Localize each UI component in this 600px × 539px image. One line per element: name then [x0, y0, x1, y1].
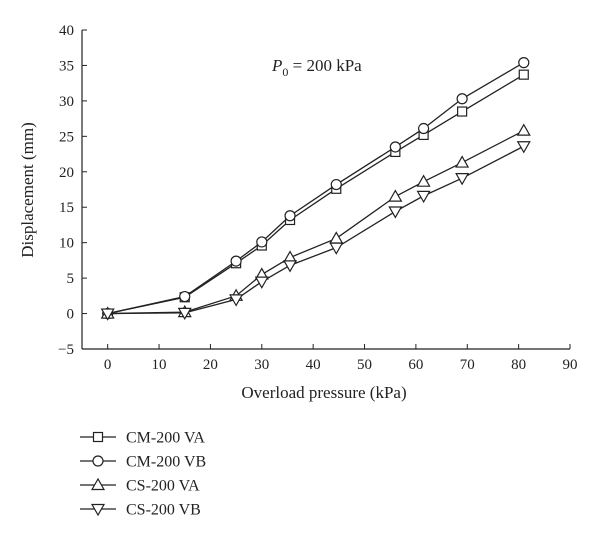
- x-tick-label: 40: [306, 357, 321, 373]
- data-point: [330, 178, 342, 191]
- series-line: [107, 74, 525, 315]
- data-point: [456, 93, 468, 105]
- x-tick-label: 70: [460, 357, 475, 373]
- y-tick-label: 40: [59, 23, 74, 39]
- series-cm-200-va: [102, 69, 529, 319]
- legend-label: CM-200 VA: [126, 430, 205, 447]
- x-tick-label: 20: [203, 357, 218, 373]
- data-point: [516, 141, 531, 154]
- x-tick-label: 90: [563, 357, 578, 373]
- data-point: [177, 307, 192, 321]
- data-point: [179, 290, 191, 303]
- y-tick-label: 10: [59, 236, 74, 252]
- data-point: [418, 122, 430, 135]
- y-axis-label: Displacement (mm): [18, 122, 37, 258]
- legend-item: CM-200 VA: [80, 430, 205, 447]
- y-tick-label: 15: [59, 200, 74, 216]
- x-tick-label: 10: [152, 357, 167, 373]
- data-point: [329, 242, 344, 255]
- data-point: [256, 236, 268, 248]
- data-point: [100, 308, 115, 321]
- legend-label: CM-200 VB: [126, 454, 206, 471]
- legend-item: CS-200 VB: [80, 502, 201, 519]
- legend-label: CS-200 VB: [126, 502, 201, 519]
- x-tick-label: 50: [357, 357, 372, 373]
- pressure-annotation: P0 = 200 kPa: [271, 56, 362, 79]
- axis-ticks: −5 0 5 10 15 20 25 30 35 40 0 10 20 30 40 50 60 70 80 90: [58, 23, 577, 373]
- data-point: [518, 57, 530, 69]
- y-tick-label: 25: [59, 129, 74, 145]
- x-tick-label: 30: [254, 357, 269, 373]
- series-line: [107, 145, 525, 315]
- data-point: [388, 189, 403, 202]
- x-tick-label: 0: [104, 357, 112, 373]
- series-cs-200-vb: [100, 141, 531, 321]
- y-tick-label: −5: [58, 342, 74, 358]
- y-tick-label: 30: [59, 94, 74, 110]
- data-point: [518, 69, 529, 80]
- legend-marker: [90, 477, 106, 491]
- legend-marker: [92, 431, 104, 443]
- series-line: [107, 130, 525, 315]
- data-point: [284, 210, 296, 222]
- legend-item: CM-200 VB: [80, 454, 206, 471]
- data-point: [389, 141, 401, 153]
- annotation-subscript: 0: [282, 65, 288, 79]
- y-tick-label: 35: [59, 58, 74, 74]
- data-point: [329, 231, 344, 244]
- data-point: [516, 123, 531, 136]
- y-tick-label: 0: [67, 307, 75, 323]
- legend-item: CS-200 VA: [80, 478, 200, 495]
- x-tick-label: 80: [511, 357, 526, 373]
- data-point: [455, 155, 470, 168]
- x-axis-label: Overload pressure (kPa): [241, 383, 406, 402]
- series-layer: [100, 57, 531, 321]
- y-tick-label: 5: [67, 271, 75, 287]
- data-point: [455, 173, 470, 186]
- annotation-value: = 200 kPa: [288, 56, 362, 75]
- data-point: [416, 174, 431, 187]
- legend-label: CS-200 VA: [126, 478, 200, 495]
- data-point: [457, 106, 468, 117]
- y-tick-label: 20: [59, 165, 74, 181]
- legend: CM-200 VA CM-200 VB CS-200 VA CS-200 VB: [80, 430, 206, 519]
- legend-marker: [92, 455, 104, 467]
- plot-axes: [81, 30, 570, 350]
- series-cm-200-vb: [102, 57, 530, 320]
- x-tick-label: 60: [408, 357, 423, 373]
- data-point: [283, 260, 298, 273]
- annotation-symbol: P: [271, 56, 282, 75]
- data-point: [229, 294, 244, 307]
- data-point: [230, 255, 242, 267]
- data-point: [388, 206, 403, 219]
- series-cs-200-va: [100, 123, 531, 319]
- data-point: [254, 276, 269, 289]
- data-point: [416, 190, 431, 204]
- legend-marker: [90, 503, 106, 517]
- series-line: [107, 62, 525, 315]
